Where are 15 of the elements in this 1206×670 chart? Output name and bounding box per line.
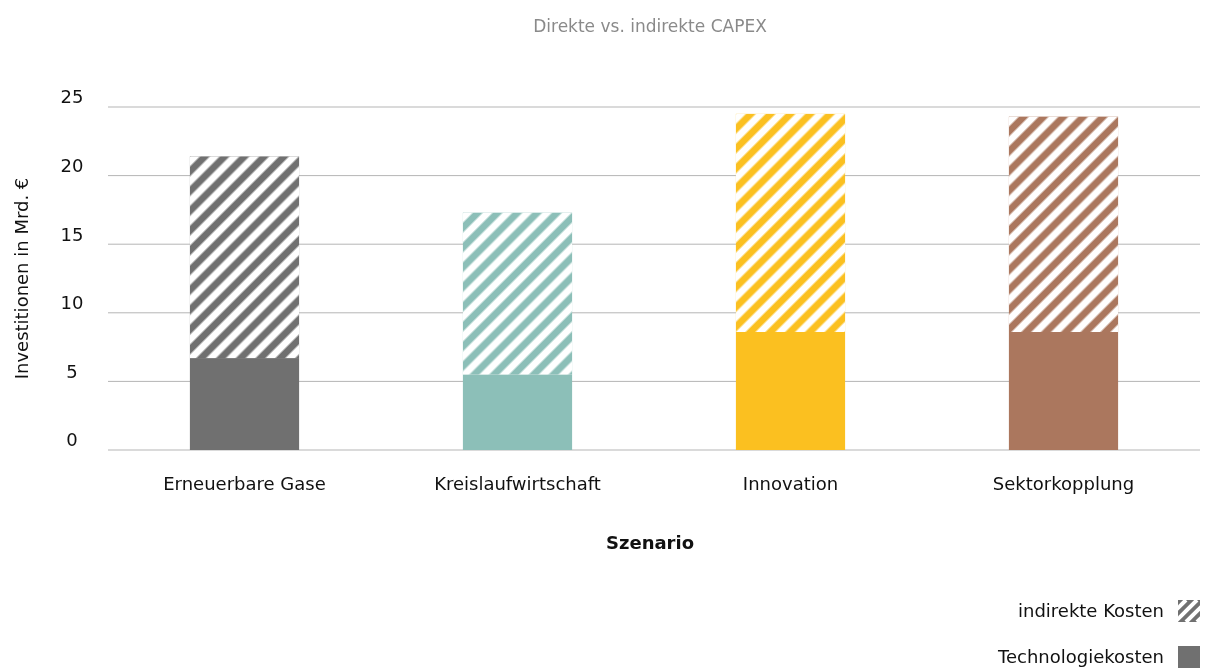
y-axis-title: Investitionen in Mrd. € xyxy=(11,177,32,380)
x-tick-label: Sektorkopplung xyxy=(992,473,1135,494)
y-tick-label: 5 xyxy=(66,360,78,382)
x-tick-label: Innovation xyxy=(742,473,839,494)
y-tick-label: 10 xyxy=(60,292,84,314)
x-tick-label: Kreislaufwirtschaft xyxy=(434,473,601,494)
y-tick-label: 25 xyxy=(60,86,84,108)
chart-title: Direkte vs. indirekte CAPEX xyxy=(533,16,768,36)
x-axis-title: Szenario xyxy=(605,532,695,553)
y-tick-label: 15 xyxy=(60,223,84,245)
y-tick-label: 0 xyxy=(66,429,78,451)
legend-label: Technologiekosten xyxy=(997,646,1164,667)
legend-label: indirekte Kosten xyxy=(1017,600,1164,621)
y-tick-label: 20 xyxy=(60,155,84,176)
x-tick-label: Erneuerbare Gase xyxy=(163,473,326,494)
